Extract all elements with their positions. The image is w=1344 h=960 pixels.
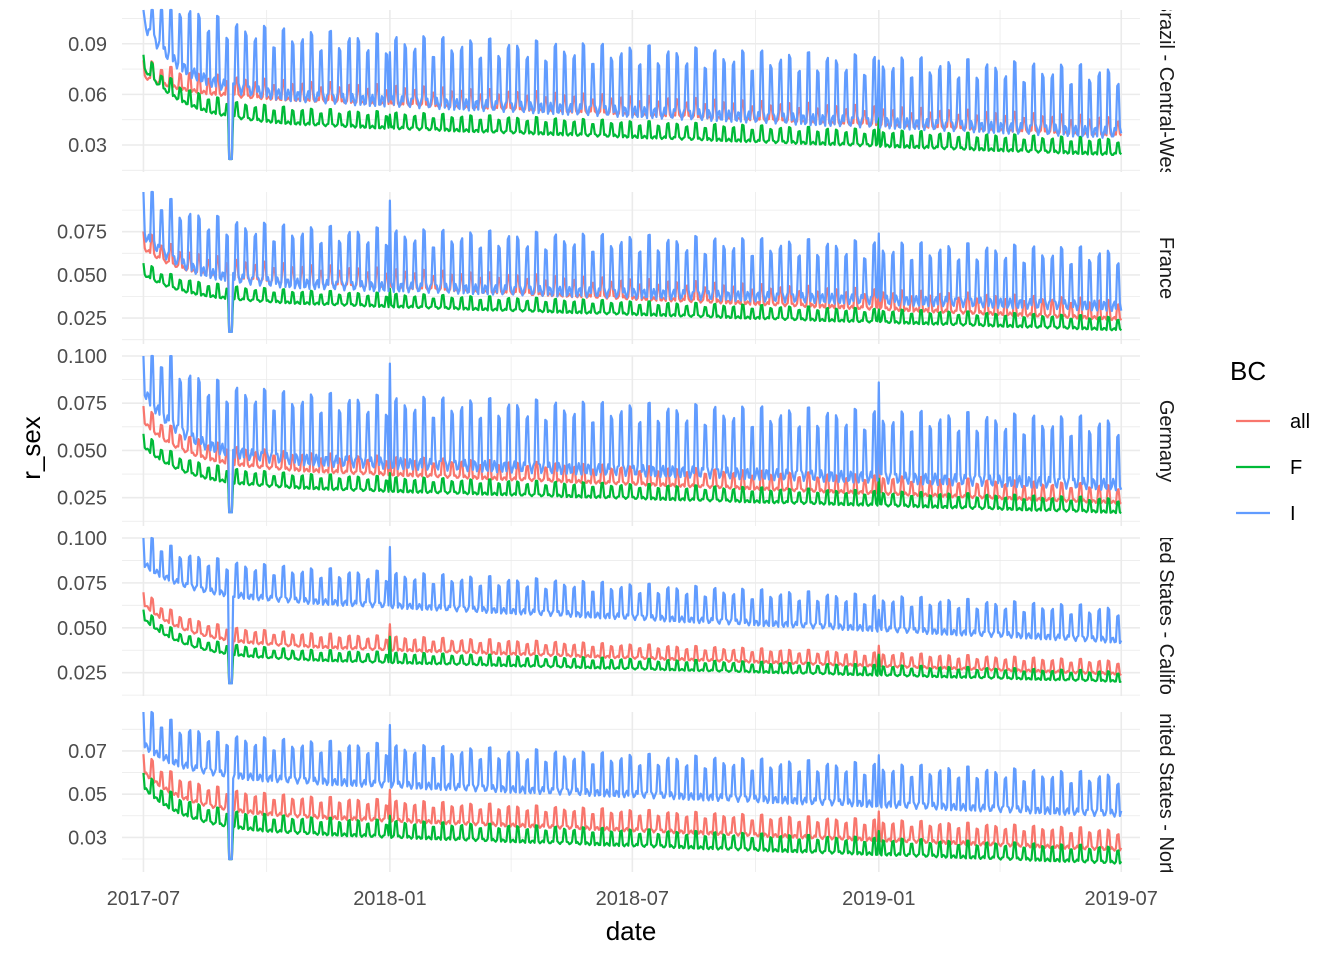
y-tick-label: 0.050: [57, 618, 107, 640]
strip: Brazil - Central-West: [1155, 0, 1177, 183]
legend-label: I: [1290, 503, 1296, 525]
legend-label: F: [1290, 457, 1302, 479]
legend-title: BC: [1230, 356, 1266, 386]
y-tick-label: 0.07: [68, 741, 107, 763]
x-tick-label: 2019-07: [1085, 888, 1158, 910]
facet-panel: 0.025 0.050 0.075 France: [57, 190, 1177, 344]
y-tick-label: 0.100: [57, 346, 107, 368]
y-tick-label: 0.025: [57, 308, 107, 330]
facet-panel: 0.025 0.050 0.075 0.100 United States - Cali…: [57, 506, 1177, 729]
x-tick-label: 2018-01: [353, 888, 426, 910]
facet-panel: 0.03 0.05 0.07 United States - North: [68, 699, 1177, 886]
x-axis-title: date: [606, 916, 657, 946]
strip-label: United States - California: [1155, 506, 1177, 729]
y-tick-label: 0.03: [68, 135, 107, 157]
series-line-all: [142, 754, 1123, 861]
y-tick-label: 0.050: [57, 265, 107, 287]
facet-panels: 0.030.060.09 Brazil - Central-West0.0250.…: [57, 0, 1177, 886]
y-tick-label: 0.050: [57, 440, 107, 462]
series-line-i: [142, 354, 1123, 514]
facet-panel: 0.03 0.06 0.09 Brazil - Central-West: [68, 0, 1177, 183]
series-line-all: [142, 405, 1122, 514]
legend-label: all: [1290, 411, 1310, 433]
legend: BC all F I: [1230, 356, 1310, 525]
strip: Germany: [1155, 400, 1177, 482]
y-tick-label: 0.09: [68, 34, 107, 56]
y-tick-label: 0.075: [57, 393, 107, 415]
series-line-i: [142, 190, 1123, 333]
series-line-f: [142, 54, 1123, 161]
strip-label: Germany: [1155, 400, 1177, 482]
y-tick-label: 0.05: [68, 784, 107, 806]
series-line-f: [142, 263, 1123, 333]
strip: United States - North: [1155, 699, 1177, 886]
strip: United States - California: [1155, 506, 1177, 729]
strip-label: France: [1155, 237, 1177, 299]
y-axis-title: r_sex: [16, 416, 46, 480]
facet-panel: 0.025 0.050 0.075 0.100 Germany: [57, 346, 1177, 526]
y-tick-label: 0.100: [57, 528, 107, 550]
series-line-f: [142, 772, 1123, 865]
series-line-i: [142, 710, 1123, 861]
x-tick-label: 2017-07: [107, 888, 180, 910]
y-tick-label: 0.075: [57, 573, 107, 595]
y-tick-label: 0.025: [57, 663, 107, 685]
series-line-f: [142, 433, 1122, 515]
y-tick-label: 0.025: [57, 488, 107, 510]
series-line-f: [142, 609, 1122, 685]
y-tick-label: 0.075: [57, 222, 107, 244]
series-line-i: [142, 536, 1123, 685]
y-tick-label: 0.03: [68, 827, 107, 849]
x-tick-label: 2019-01: [842, 888, 915, 910]
strip-label: Brazil - Central-West: [1155, 0, 1177, 183]
series-line-i: [142, 8, 1123, 161]
x-tick-label: 2018-07: [596, 888, 669, 910]
series-line-all: [142, 592, 1122, 685]
strip-label: United States - North: [1155, 699, 1177, 886]
y-tick-label: 0.06: [68, 84, 107, 106]
strip: France: [1155, 237, 1177, 299]
x-axis: 2017-07 2018-01 2018-07 2019-01 2019-07: [107, 888, 1158, 910]
